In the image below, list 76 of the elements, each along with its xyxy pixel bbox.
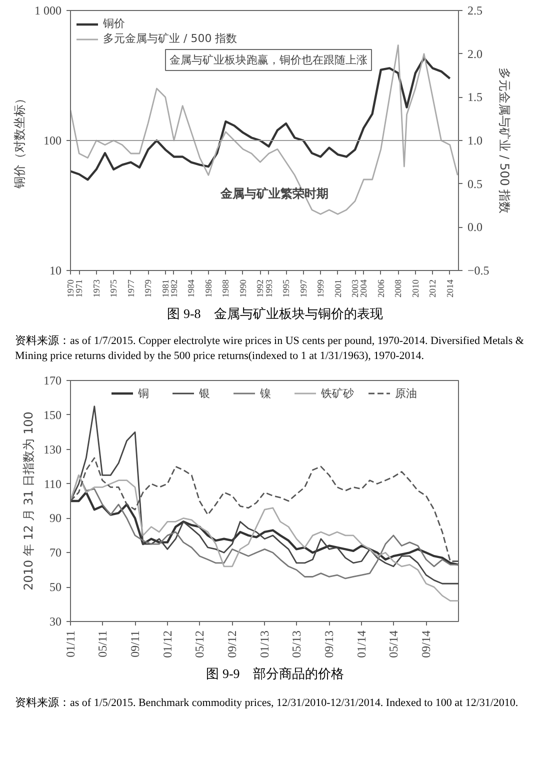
text: 图 9-8 金属与矿业板块与铜价的表现	[166, 305, 384, 323]
x-tick-label: 1981	[160, 280, 170, 298]
x-tick-label: 1979	[143, 279, 154, 298]
x-tick-label: 01/14	[354, 630, 369, 658]
y2-tick-label: 2.5	[468, 4, 482, 18]
y-tick-label: 70	[50, 546, 62, 560]
line-series	[70, 491, 458, 566]
y-tick-label: 170	[44, 373, 62, 388]
y-axis-title: 铜价（对数坐标）	[12, 92, 26, 190]
line-series	[70, 406, 458, 584]
text: 资料来源：as of 1/5/2015. Benchmark commodity prices, 12/31/2010-12/31/2014. Indexed to 100 at 12/31/2010.	[15, 696, 520, 711]
line-series	[70, 457, 458, 562]
x-tick-label: 2001	[332, 280, 343, 298]
annotation: 金属与矿业繁荣时期	[220, 186, 328, 200]
x-tick-label: 1975	[108, 279, 119, 298]
legend-label: 铜价	[103, 16, 125, 31]
x-tick-label: 01/13	[258, 630, 272, 658]
x-tick-label: 1993	[264, 279, 274, 298]
x-tick-label: 2008	[393, 279, 404, 298]
x-tick-label: 1971	[74, 280, 84, 298]
x-tick-label: 1992	[255, 280, 266, 298]
legend-label: 铜	[138, 386, 150, 401]
legend-label: 镍	[260, 386, 272, 401]
x-tick-label: 2010	[410, 279, 420, 298]
y-tick-label: 100	[44, 134, 62, 148]
y2-tick-label: 0.5	[468, 176, 482, 191]
y-tick-label: 50	[50, 580, 62, 594]
y2-tick-label: −0.5	[468, 264, 490, 278]
x-tick-label: 09/13	[322, 630, 336, 658]
x-tick-label: 1970	[66, 279, 76, 298]
x-tick-label: 09/12	[225, 630, 240, 658]
x-tick-label: 2004	[358, 279, 369, 298]
line-series	[70, 474, 458, 602]
x-tick-label: 05/13	[290, 630, 304, 658]
y-tick-label: 1 000	[34, 4, 62, 18]
annotation: 金属与矿业板块跑赢，铜价也在跟随上涨	[170, 54, 368, 66]
x-tick-label: 2014	[444, 279, 455, 298]
x-tick-label: 2003	[350, 279, 360, 298]
x-tick-label: 01/12	[160, 630, 174, 658]
x-tick-label: 2012	[428, 280, 438, 298]
x-tick-label: 1988	[220, 279, 231, 298]
y2-tick-label: 0.0	[468, 220, 482, 234]
line-series	[70, 44, 458, 215]
legend-label: 多元金属与矿业 / 500 指数	[103, 31, 238, 46]
x-tick-label: 01/11	[64, 630, 78, 658]
y-tick-label: 150	[44, 408, 62, 422]
y2-axis-title: 多元金属与矿业 / 500 指数	[497, 67, 512, 214]
y2-tick-label: 1.5	[468, 90, 482, 104]
x-tick-label: 09/14	[419, 630, 434, 658]
y-axis-title: 2010 年 12 月 31 日指数为 100	[22, 412, 36, 590]
text: 图 9-9 部分商品的价格	[205, 664, 345, 683]
x-tick-label: 05/12	[192, 630, 207, 658]
y-tick-label: 90	[50, 511, 62, 526]
x-tick-label: 1997	[298, 279, 308, 298]
legend-label: 银	[199, 386, 211, 401]
y-tick-label: 130	[44, 442, 62, 456]
legend-label: 原油	[395, 386, 417, 401]
x-tick-label: 1990	[238, 279, 248, 298]
y-tick-label: 30	[50, 614, 62, 628]
y2-tick-label: 1.0	[468, 134, 482, 148]
y-tick-label: 110	[44, 476, 62, 491]
x-tick-label: 1999	[316, 279, 326, 298]
x-tick-label: 1995	[281, 279, 292, 298]
y-tick-label: 10	[50, 264, 62, 278]
x-tick-label: 09/11	[128, 630, 142, 658]
x-tick-label: 05/14	[386, 630, 400, 658]
x-tick-label: 1986	[203, 279, 214, 298]
x-tick-label: 1973	[91, 279, 102, 298]
y2-tick-label: 2.0	[468, 46, 482, 61]
text: 资料来源：as of 1/7/2015. Copper electrolyte wire prices in US cents per pound, 1970-2014. Diversified Metals & Mining price returns divided by the 500 price returns(indexed to 1 at 1/31/1963), 1970-2014.	[15, 334, 525, 364]
x-tick-label: 05/11	[95, 630, 110, 658]
x-tick-label: 1982	[168, 280, 179, 298]
x-tick-label: 1984	[186, 279, 196, 298]
x-tick-label: 2006	[376, 279, 386, 298]
x-tick-label: 1977	[126, 279, 136, 298]
legend-label: 铁矿砂	[321, 386, 354, 401]
